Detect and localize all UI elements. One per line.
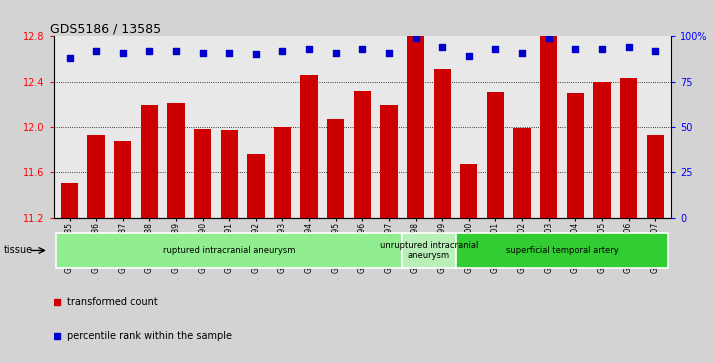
Point [356, 46, 368, 52]
Bar [461, 164, 478, 218]
Point [596, 46, 608, 52]
Bar [88, 135, 105, 218]
Text: unruptured intracranial
aneurysm: unruptured intracranial aneurysm [380, 241, 478, 260]
Bar [647, 135, 664, 218]
Bar [274, 127, 291, 218]
Point [330, 50, 341, 56]
Text: percentile rank within the sample: percentile rank within the sample [67, 331, 232, 341]
Text: superficial temporal artery: superficial temporal artery [506, 246, 618, 255]
Point [410, 35, 421, 41]
Point [250, 52, 261, 57]
Bar [194, 129, 211, 218]
Text: transformed count: transformed count [67, 297, 158, 307]
Bar [487, 92, 504, 218]
Point [490, 46, 501, 52]
Bar [353, 91, 371, 218]
Bar [593, 82, 610, 218]
Bar [61, 183, 78, 218]
Point [383, 50, 395, 56]
Text: GDS5186 / 13585: GDS5186 / 13585 [51, 22, 161, 35]
Text: ruptured intracranial aneurysm: ruptured intracranial aneurysm [163, 246, 296, 255]
Bar [433, 69, 451, 218]
Point [650, 48, 661, 54]
Point [144, 48, 155, 54]
Bar [402, 232, 456, 269]
Bar [327, 119, 344, 218]
Bar [407, 36, 424, 218]
Point [91, 48, 102, 54]
Bar [567, 93, 584, 218]
Point [570, 46, 581, 52]
Bar [620, 78, 637, 218]
Bar [540, 36, 558, 218]
Point [623, 44, 634, 50]
Bar [167, 103, 185, 218]
Bar [114, 140, 131, 218]
Point [463, 53, 475, 59]
Point [543, 35, 554, 41]
Bar [456, 232, 668, 269]
Bar [513, 128, 531, 218]
Bar [381, 106, 398, 218]
Point [277, 48, 288, 54]
Point [64, 55, 75, 61]
Bar [247, 154, 264, 218]
Point [117, 50, 129, 56]
Bar [56, 232, 402, 269]
Point [171, 48, 182, 54]
Point [223, 50, 235, 56]
Point [197, 50, 208, 56]
Bar [141, 106, 158, 218]
Text: tissue: tissue [4, 245, 33, 256]
Point [436, 44, 448, 50]
Point [303, 46, 315, 52]
Bar [221, 130, 238, 218]
Bar [301, 75, 318, 218]
Point [516, 50, 528, 56]
